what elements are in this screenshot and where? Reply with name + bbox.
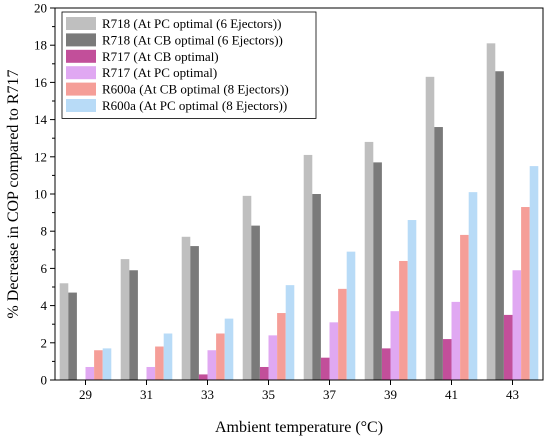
bar-33-series-2 (190, 246, 199, 380)
bar-43-series-1 (486, 43, 496, 381)
x-tick-label: 43 (506, 387, 519, 402)
y-tick-label: 6 (41, 261, 48, 276)
legend-label: R600a (At CB optimal (8 Ejectors)) (102, 82, 289, 97)
bar-31-series-1 (120, 259, 130, 380)
legend-swatch (66, 66, 96, 80)
x-tick-label: 39 (384, 387, 397, 402)
y-axis-ticks: 0 2 4 6 8 10 12 14 16 18 20 (34, 1, 55, 388)
x-tick-label: 31 (140, 387, 153, 402)
y-axis-title: % Decrease in COP compared to R717 (5, 69, 22, 318)
bar-39-series-2 (373, 162, 382, 380)
bar-29-series-5 (94, 350, 103, 380)
bar-31-series-6 (163, 333, 173, 380)
legend-swatch (66, 17, 96, 30)
bar-37-series-5 (338, 288, 347, 380)
x-tick-label: 37 (323, 387, 337, 402)
bar-41-series-1 (425, 76, 435, 380)
bar-37-series-2 (312, 194, 321, 380)
x-axis-ticks: 29 31 33 35 37 39 41 43 (79, 380, 519, 402)
bar-43-series-4 (512, 270, 522, 380)
bar-43-series-3 (503, 314, 513, 380)
x-tick-label: 33 (201, 387, 214, 402)
bar-37-series-6 (346, 251, 356, 380)
bar-39-series-3 (381, 348, 391, 380)
y-tick-label: 0 (41, 373, 48, 388)
y-tick-label: 18 (34, 38, 47, 53)
bar-35-series-6 (285, 285, 295, 380)
bar-43-series-5 (521, 207, 530, 380)
bar-35-series-3 (259, 366, 269, 380)
bar-31-series-5 (155, 346, 164, 380)
x-tick-label: 41 (445, 387, 458, 402)
bar-31-series-4 (146, 366, 156, 380)
bar-29-series-2 (68, 292, 77, 380)
legend-box (61, 11, 317, 119)
bar-41-series-3 (442, 339, 452, 380)
bar-43-series-2 (495, 71, 504, 381)
bar-41-series-5 (460, 234, 469, 380)
legend-label: R718 (At CB optimal (6 Ejectors)) (102, 32, 283, 47)
bar-35-series-5 (277, 313, 286, 380)
bar-37-series-1 (303, 154, 313, 380)
bars-layer (59, 43, 539, 381)
legend-label: R717 (At PC optimal) (102, 65, 217, 80)
bar-35-series-2 (251, 225, 260, 380)
y-tick-label: 20 (34, 1, 47, 16)
y-tick-label: 16 (34, 75, 48, 90)
legend-label: R717 (At CB optimal) (102, 49, 219, 64)
legend-swatch (66, 33, 96, 47)
bar-41-series-6 (468, 192, 478, 380)
y-tick-label: 4 (41, 298, 48, 313)
bar-37-series-4 (329, 322, 339, 380)
y-tick-label: 8 (41, 224, 48, 239)
bar-39-series-4 (390, 311, 400, 380)
bar-33-series-1 (181, 236, 191, 380)
x-axis-title: Ambient temperature (°C) (215, 419, 383, 436)
bar-33-series-4 (207, 350, 217, 380)
bar-29-series-4 (85, 366, 95, 380)
bar-39-series-6 (407, 220, 417, 380)
y-tick-label: 2 (41, 335, 48, 350)
legend-swatch (66, 49, 96, 63)
bar-41-series-4 (451, 301, 461, 380)
bar-41-series-2 (434, 127, 443, 380)
bar-29-series-1 (59, 283, 69, 380)
bar-43-series-6 (529, 166, 539, 380)
bar-33-series-5 (216, 333, 225, 380)
bar-31-series-2 (129, 270, 138, 380)
bar-35-series-1 (242, 195, 252, 380)
bar-39-series-5 (399, 260, 408, 380)
x-tick-label: 35 (262, 387, 275, 402)
legend-label: R718 (At PC optimal (6 Ejectors)) (102, 16, 281, 31)
bar-35-series-4 (268, 335, 278, 380)
bar-33-series-3 (198, 374, 208, 380)
y-tick-label: 10 (34, 187, 47, 202)
legend-swatch (66, 82, 96, 96)
bar-37-series-3 (320, 357, 330, 380)
legend: R718 (At PC optimal (6 Ejectors))R718 (A… (61, 11, 317, 119)
bar-33-series-6 (224, 318, 234, 380)
legend-swatch (66, 99, 96, 112)
legend-label: R600a (At PC optimal (8 Ejectors)) (102, 98, 287, 113)
bar-29-series-6 (102, 348, 112, 380)
bar-39-series-1 (364, 141, 374, 380)
y-tick-label: 14 (34, 112, 48, 127)
x-tick-label: 29 (79, 387, 92, 402)
y-tick-label: 12 (34, 149, 47, 164)
